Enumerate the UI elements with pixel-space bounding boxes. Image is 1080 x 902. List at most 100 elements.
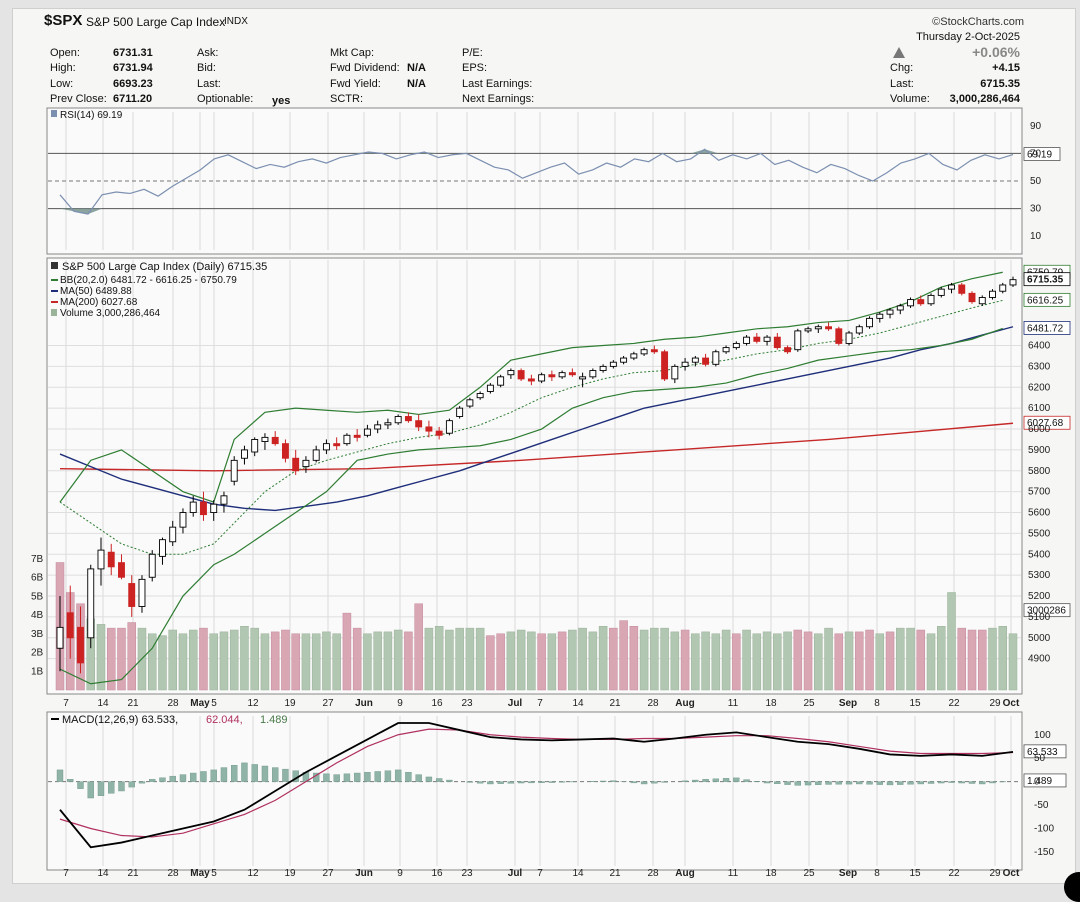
macd-histogram-bar xyxy=(129,782,135,787)
macd-tick-label: -150 xyxy=(1034,847,1054,858)
candle-body xyxy=(928,295,934,303)
macd-histogram-bar xyxy=(282,769,288,782)
price-tick-label: 4900 xyxy=(1028,654,1051,665)
price-legend: S&P 500 Large Cap Index (Daily) 6715.35 xyxy=(62,261,267,273)
candle-body xyxy=(344,435,350,443)
macd-panel xyxy=(47,712,1022,870)
volume-bar xyxy=(845,632,853,690)
x-tick-label-bottom: 12 xyxy=(247,868,259,879)
x-tick-label-bottom: 21 xyxy=(127,868,139,879)
candle-body xyxy=(641,350,647,354)
candle-body xyxy=(610,362,616,366)
macd-histogram-bar xyxy=(426,777,432,782)
volume-bar xyxy=(927,634,935,690)
candle-body xyxy=(457,408,463,416)
candle-body xyxy=(487,385,493,391)
ma200-legend: MA(200) 6027.68 xyxy=(60,297,138,308)
volume-bar xyxy=(128,623,136,691)
x-tick-label-bottom: Oct xyxy=(1003,868,1020,879)
candle-body xyxy=(354,435,360,437)
candle-body xyxy=(938,289,944,295)
price-panel xyxy=(47,258,1022,694)
x-tick-label-bottom: 5 xyxy=(211,868,217,879)
x-tick-label-bottom: 29 xyxy=(989,868,1001,879)
candle-body xyxy=(385,423,391,425)
macd-histogram-bar xyxy=(651,782,657,784)
candle-body xyxy=(826,327,832,329)
macd-histogram-bar xyxy=(190,773,196,782)
macd-histogram-bar xyxy=(334,775,340,782)
candle-body xyxy=(631,354,637,358)
candle-body xyxy=(549,375,555,377)
macd-histogram-bar xyxy=(211,770,217,782)
candle-body xyxy=(856,327,862,333)
price-tick-label: 6400 xyxy=(1028,341,1051,352)
candle-body xyxy=(979,297,985,303)
volume-bar xyxy=(558,632,566,690)
volume-bar xyxy=(978,630,986,690)
x-tick-label-bottom: 19 xyxy=(284,868,296,879)
volume-bar xyxy=(476,628,484,690)
macd-histogram-bar xyxy=(979,782,985,784)
rsi-legend: RSI(14) 69.19 xyxy=(60,110,123,121)
x-tick-label-bottom: 14 xyxy=(97,868,109,879)
volume-bar xyxy=(445,630,453,690)
x-tick-label-bottom: 7 xyxy=(537,868,543,879)
volume-bar xyxy=(661,628,669,690)
volume-tick-label: 4B xyxy=(31,610,44,621)
macd-histogram-bar xyxy=(344,774,350,782)
candle-body xyxy=(846,333,852,343)
x-tick-label: Sep xyxy=(839,698,857,709)
macd-legend-b: 62.044, xyxy=(206,714,243,726)
candle-body xyxy=(262,437,268,441)
macd-histogram-bar xyxy=(549,782,555,783)
volume-bar xyxy=(240,626,248,690)
bb-legend: BB(20,2.0) 6481.72 - 6616.25 - 6750.79 xyxy=(60,275,237,286)
volume-bar xyxy=(425,628,433,690)
volume-bar xyxy=(497,634,505,690)
x-tick-label: 29 xyxy=(989,698,1001,709)
candle-body xyxy=(88,569,94,638)
volume-bar xyxy=(189,630,197,690)
volume-bar xyxy=(251,628,259,690)
x-tick-label-bottom: 11 xyxy=(728,868,739,879)
macd-histogram-bar xyxy=(528,782,534,783)
macd-histogram-bar xyxy=(487,782,493,784)
rsi-tick-label: 30 xyxy=(1030,204,1042,215)
macd-tick-label: 50 xyxy=(1034,753,1046,764)
macd-histogram-bar xyxy=(88,782,94,798)
volume-tick-label: 1B xyxy=(31,666,44,677)
macd-histogram-bar xyxy=(498,782,504,784)
volume-bar xyxy=(517,630,525,690)
volume-tick-label: 7B xyxy=(31,554,44,565)
volume-bar xyxy=(825,628,833,690)
price-tick-label: 6100 xyxy=(1028,403,1051,414)
volume-bar xyxy=(866,630,874,690)
candle-body xyxy=(580,377,586,379)
x-tick-label-bottom: 27 xyxy=(322,868,334,879)
macd-histogram-bar xyxy=(180,775,186,782)
x-tick-label-bottom: 22 xyxy=(948,868,960,879)
macd-histogram-bar xyxy=(959,782,965,783)
volume-bar xyxy=(917,630,925,690)
x-tick-label: 19 xyxy=(284,698,296,709)
candle-body xyxy=(1000,285,1006,291)
candle-body xyxy=(436,431,442,435)
candle-body xyxy=(508,371,514,375)
volume-bar xyxy=(937,626,945,690)
macd-histogram-bar xyxy=(682,781,688,782)
candle-body xyxy=(600,366,606,370)
candle-body xyxy=(477,394,483,398)
price-annotation-label: 6715.35 xyxy=(1027,275,1064,286)
volume-bar xyxy=(343,613,351,690)
macd-histogram-bar xyxy=(477,782,483,784)
price-tick-label: 5300 xyxy=(1028,570,1051,581)
volume-bar xyxy=(650,628,658,690)
macd-histogram-bar xyxy=(774,782,780,784)
macd-histogram-bar xyxy=(723,778,729,781)
candle-body xyxy=(877,314,883,318)
macd-histogram-bar xyxy=(610,781,616,782)
candle-body xyxy=(498,377,504,385)
candle-body xyxy=(692,358,698,362)
